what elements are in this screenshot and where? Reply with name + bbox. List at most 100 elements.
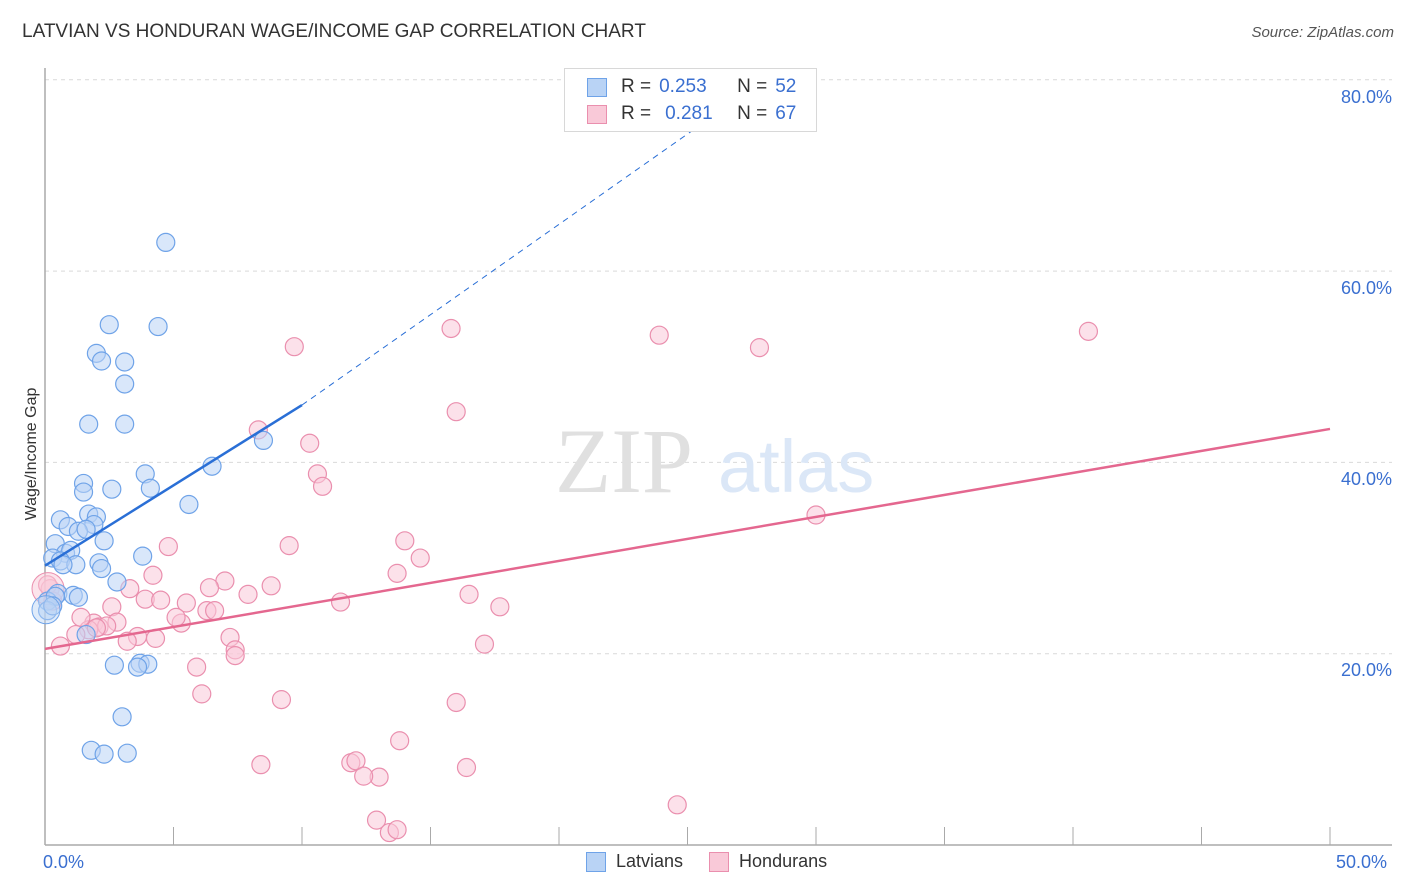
y-tick-40: 40.0% <box>1340 469 1392 489</box>
data-point <box>279 536 299 556</box>
data-point <box>330 592 351 612</box>
legend-row-latvians: R = 0.253 N = 52 <box>587 76 796 98</box>
data-point <box>115 414 135 434</box>
data-point <box>71 607 91 627</box>
data-point <box>459 584 479 604</box>
hondurans-trend-line <box>44 427 1331 651</box>
data-point <box>112 707 132 727</box>
data-point <box>238 584 258 604</box>
data-point <box>312 476 333 496</box>
data-point <box>667 795 687 815</box>
data-point <box>127 657 148 677</box>
data-point <box>104 655 124 675</box>
n-value: 52 <box>775 76 797 97</box>
chart-title: LATVIAN VS HONDURAN WAGE/INCOME GAP CORR… <box>22 21 646 42</box>
gridlines <box>45 79 1392 655</box>
x-tick-50: 50.0% <box>1336 852 1388 872</box>
n-label: N = <box>737 103 768 124</box>
n-value: 67 <box>775 103 797 124</box>
axes <box>44 68 1392 846</box>
data-point <box>73 482 94 502</box>
data-point <box>474 634 495 654</box>
data-point <box>271 690 292 710</box>
data-point <box>395 531 415 551</box>
r-label: R = <box>621 76 652 97</box>
data-point <box>156 232 176 253</box>
y-tick-60: 60.0% <box>1340 278 1392 298</box>
hondurans-swatch <box>587 104 607 124</box>
data-point <box>446 692 466 713</box>
watermark-atlas: atlas <box>718 425 874 508</box>
data-point <box>284 337 304 357</box>
data-point <box>649 325 669 345</box>
data-point <box>166 607 186 627</box>
trend-lines <box>44 79 1331 651</box>
data-point <box>176 593 196 613</box>
watermark: ZIP atlas <box>555 410 874 512</box>
honduran-points <box>31 318 1099 843</box>
data-point <box>251 755 271 775</box>
data-point <box>366 810 387 830</box>
data-point <box>253 430 274 451</box>
source-label: Source: ZipAtlas.com <box>1251 24 1394 41</box>
data-point <box>300 433 320 453</box>
legend-label: Latvians <box>616 851 684 871</box>
r-value: 0.281 <box>665 103 713 124</box>
data-point <box>115 352 135 372</box>
data-point <box>456 757 477 778</box>
data-point <box>1078 321 1099 341</box>
data-point <box>749 338 770 358</box>
data-point <box>148 316 168 337</box>
x-tick-0: 0.0% <box>43 852 85 872</box>
watermark-zip: ZIP <box>555 410 693 512</box>
data-point <box>179 494 199 515</box>
latvians-swatch <box>586 851 606 872</box>
y-axis-label: Wage/Income Gap <box>23 387 40 521</box>
legend-item-latvians[interactable]: Latvians <box>586 851 683 872</box>
data-point <box>192 684 212 704</box>
data-point <box>31 595 61 625</box>
n-label: N = <box>737 76 768 97</box>
data-point <box>410 548 430 568</box>
r-value: 0.253 <box>659 76 707 97</box>
data-point <box>94 531 114 551</box>
data-point <box>143 565 163 585</box>
legend-label: Hondurans <box>739 851 828 871</box>
data-point <box>387 563 407 583</box>
data-point <box>387 820 407 840</box>
latvians-swatch <box>587 77 607 97</box>
data-point <box>117 743 137 763</box>
data-point <box>346 751 366 771</box>
data-point <box>91 351 112 371</box>
data-point <box>115 374 135 394</box>
data-point <box>107 572 127 592</box>
series-legend: Latvians Hondurans <box>586 851 853 872</box>
data-point <box>76 624 96 645</box>
data-point <box>490 597 510 617</box>
data-point <box>225 646 245 666</box>
data-point <box>91 558 112 579</box>
y-tick-80: 80.0% <box>1340 87 1392 107</box>
data-point <box>140 478 160 498</box>
data-point <box>151 590 171 610</box>
data-point <box>205 601 225 621</box>
data-point <box>390 731 410 751</box>
legend-row-hondurans: R = 0.281 N = 67 <box>587 103 796 125</box>
data-point <box>158 536 178 557</box>
data-point <box>76 519 96 539</box>
data-point <box>446 402 466 422</box>
data-point <box>133 546 153 566</box>
y-tick-20: 20.0% <box>1340 660 1392 680</box>
data-point <box>441 318 461 339</box>
latvians-trend-line <box>44 403 303 567</box>
data-point <box>68 587 89 607</box>
data-point <box>99 315 119 335</box>
legend-item-hondurans[interactable]: Hondurans <box>709 851 827 872</box>
correlation-legend: R = 0.253 N = 52 R = 0.281 N = 67 <box>564 68 817 132</box>
hondurans-swatch <box>709 851 730 872</box>
data-point <box>199 578 220 598</box>
data-point <box>102 479 122 499</box>
data-point <box>94 744 114 764</box>
data-point <box>261 576 281 596</box>
